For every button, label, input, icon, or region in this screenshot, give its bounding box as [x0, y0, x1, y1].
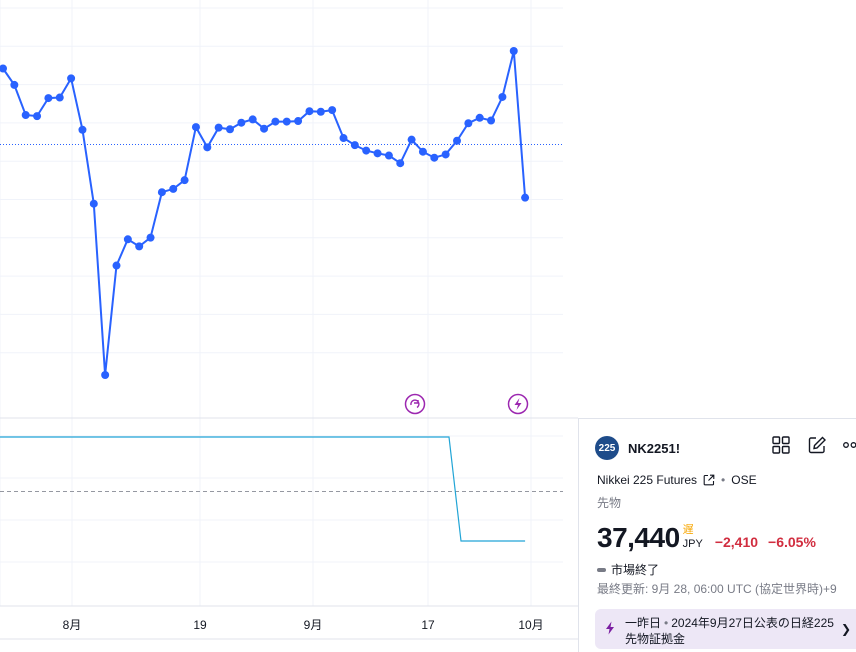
dividend-marker[interactable] — [404, 393, 426, 415]
price-point — [146, 233, 155, 242]
price-point — [112, 261, 121, 270]
price-point — [89, 199, 98, 208]
delay-badge[interactable]: 遅 — [682, 524, 694, 536]
chevron-right-icon: ❯ — [840, 622, 851, 636]
price-point — [418, 147, 427, 156]
description-text: Nikkei 225 Futures — [597, 473, 698, 487]
price-point — [55, 93, 64, 102]
price-point — [101, 371, 110, 379]
indicator-grid — [0, 435, 563, 563]
price-point — [282, 117, 291, 126]
price-point — [384, 151, 393, 160]
news-headline-line1: 2024年9月27日公表の日経225 — [671, 616, 834, 630]
price-point — [271, 117, 280, 126]
price-point — [67, 74, 76, 83]
price-point — [475, 113, 484, 122]
time-tick-label: 10月 — [518, 618, 543, 632]
price-point — [78, 125, 87, 134]
price-chart[interactable]: 8月 19 9月 17 10月 — [0, 0, 578, 651]
lightning-icon — [514, 398, 522, 410]
price-point — [362, 146, 371, 155]
symbol-logo: 225 — [595, 436, 619, 460]
symbol-description: Nikkei 225 Futures • OSE — [597, 473, 757, 487]
price-point — [396, 159, 405, 168]
price-point — [214, 123, 223, 132]
price-point — [0, 64, 7, 73]
price-point — [21, 111, 30, 120]
news-time: 一昨日 — [625, 616, 662, 630]
price-point — [498, 92, 507, 101]
price-point — [191, 123, 200, 132]
more-options-icon[interactable] — [843, 435, 856, 455]
market-status-text: 市場終了 — [611, 563, 660, 577]
price-point — [339, 134, 348, 143]
price-point — [33, 112, 42, 121]
price-point — [180, 176, 189, 185]
news-headline-line2: 先物証拠金 — [625, 632, 686, 646]
price-point — [407, 135, 416, 144]
price-point — [123, 235, 132, 244]
price-point — [226, 125, 234, 134]
price-point — [464, 119, 473, 128]
price-point — [157, 188, 166, 197]
price-point — [10, 80, 19, 89]
edit-note-icon[interactable] — [807, 435, 827, 455]
instrument-category: 先物 — [597, 496, 622, 510]
separator-dot: • — [721, 473, 726, 487]
price-point — [203, 143, 212, 152]
time-tick-label: 19 — [193, 618, 207, 632]
separator-dot: • — [664, 616, 669, 630]
price-point — [350, 141, 359, 150]
last-price: 37,440 — [597, 522, 680, 553]
price-point — [509, 47, 518, 55]
price-point — [441, 150, 450, 159]
price-row: 37,440 遅 JPY −2,410 −6.05% — [597, 523, 816, 553]
market-status: 市場終了 — [597, 561, 659, 578]
price-point — [316, 107, 325, 116]
arrow-circle-icon — [410, 399, 420, 409]
price-point — [237, 118, 246, 127]
price-point — [135, 242, 144, 251]
indicator-line — [0, 436, 526, 542]
price-point — [305, 107, 314, 116]
time-tick-label: 17 — [421, 618, 435, 632]
price-point — [487, 116, 496, 125]
price-point — [294, 117, 303, 126]
price-point — [430, 153, 439, 162]
exchange-name[interactable]: OSE — [731, 473, 757, 487]
symbol-info-panel: 225 NK2251! Nikkei 225 Futures • OSE 先物 … — [578, 418, 856, 652]
event-marker[interactable] — [507, 393, 529, 415]
main-grid — [0, 0, 563, 606]
price-change: −2,410 — [714, 534, 759, 550]
time-tick-label: 8月 — [63, 618, 82, 632]
price-change-percent: −6.05% — [768, 534, 816, 550]
price-line — [2, 50, 527, 376]
symbol-header[interactable]: 225 NK2251! — [595, 435, 680, 461]
price-point — [521, 193, 530, 202]
price-point — [328, 106, 337, 115]
last-update: 最終更新: 9月 28, 06:00 UTC (協定世界時)+9 — [597, 582, 837, 596]
currency-label: JPY — [682, 538, 703, 550]
price-point — [453, 136, 461, 145]
price-point — [260, 124, 269, 133]
price-point — [44, 94, 53, 103]
time-axis[interactable]: 8月 19 9月 17 10月 — [63, 618, 544, 632]
price-point — [169, 184, 178, 193]
lightning-icon — [606, 621, 614, 635]
price-point — [248, 115, 257, 124]
layout-grid-icon[interactable] — [771, 435, 791, 455]
news-item[interactable]: 一昨日 • 2024年9月27日公表の日経225 先物証拠金 ❯ — [595, 609, 856, 649]
time-tick-label: 9月 — [304, 618, 323, 632]
price-point — [373, 149, 382, 158]
market-closed-icon — [597, 567, 606, 572]
external-link-icon[interactable] — [703, 474, 715, 486]
panel-tools — [771, 435, 856, 455]
symbol-name[interactable]: NK2251! — [628, 440, 681, 456]
